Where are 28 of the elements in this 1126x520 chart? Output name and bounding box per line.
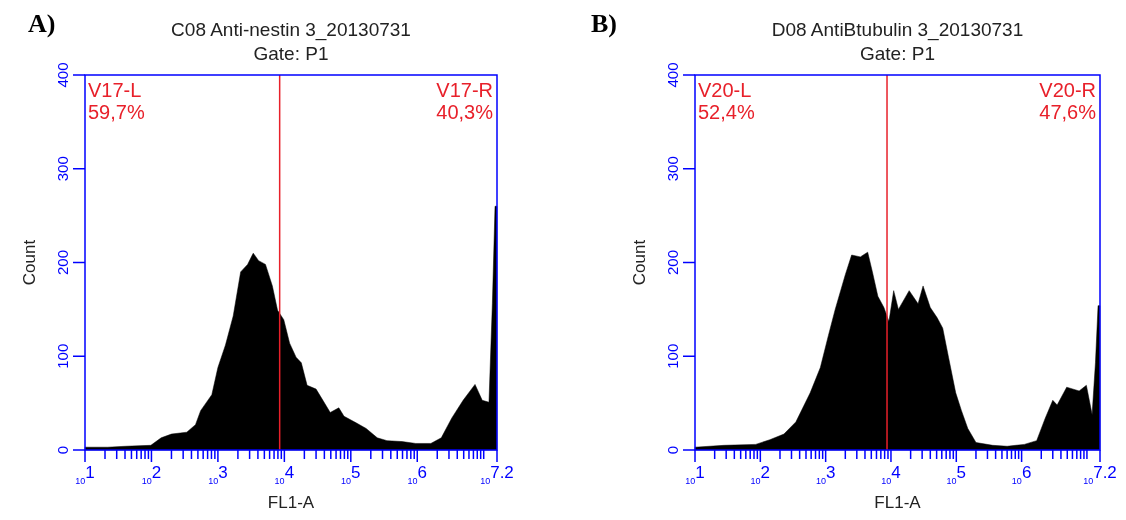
text: B)	[591, 9, 617, 38]
annotation: 52,4%	[698, 101, 755, 123]
annotation: V17-R	[436, 79, 493, 101]
y-tick-label: 200	[54, 249, 71, 276]
chart-title: C08 Anti-nestin 3_20130731	[171, 19, 411, 41]
annotation: V17-L	[88, 79, 142, 101]
annotation: V20-R	[1039, 79, 1096, 101]
x-axis-title: FL1-A	[874, 493, 922, 512]
annotation: 59,7%	[88, 101, 145, 123]
y-axis-title: Count	[630, 239, 649, 286]
x-axis-title: FL1-A	[267, 493, 315, 512]
y-tick-label: 0	[664, 445, 681, 455]
y-tick-label: 100	[54, 343, 71, 369]
text: A)	[28, 9, 56, 38]
y-tick-label: 100	[664, 343, 681, 369]
y-tick-label: 300	[664, 156, 681, 182]
y-tick-label: 400	[54, 62, 71, 88]
chart-subtitle: Gate: P1	[253, 43, 329, 64]
annotation: V20-L	[698, 79, 752, 101]
chart-subtitle: Gate: P1	[860, 43, 935, 64]
y-tick-label: 400	[664, 62, 681, 88]
annotation: 40,3%	[436, 101, 494, 123]
chart-title: D08 AntiBtubulin 3_20130731	[771, 19, 1024, 41]
y-tick-label: 300	[54, 156, 71, 182]
annotation: 47,6%	[1039, 101, 1097, 123]
y-axis-title: Count	[20, 239, 39, 286]
y-tick-label: 200	[664, 249, 681, 276]
y-tick-label: 0	[54, 445, 71, 455]
